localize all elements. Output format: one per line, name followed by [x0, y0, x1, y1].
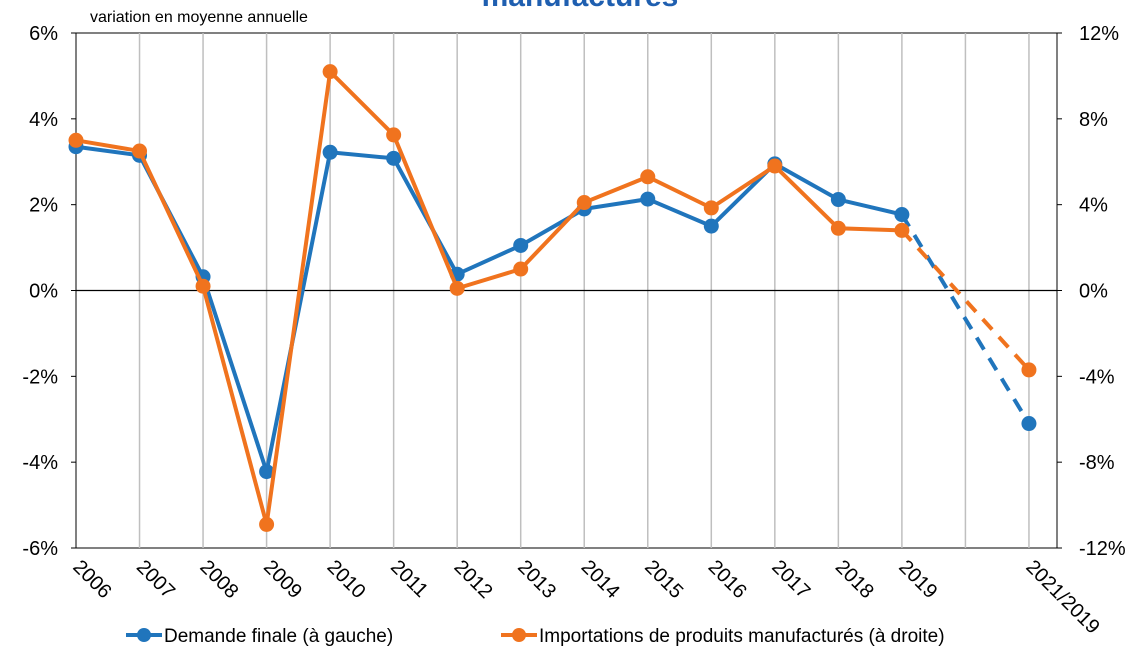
y-tick-label: -6%	[22, 538, 58, 560]
data-point	[195, 278, 211, 294]
data-point	[322, 144, 338, 160]
x-tick-label: 2018	[831, 556, 878, 603]
x-tick-label: 2015	[640, 556, 687, 603]
legend-marker	[512, 628, 526, 642]
data-point	[68, 132, 84, 148]
x-tick-label: 2007	[132, 556, 179, 603]
legend-label: Importations de produits manufacturés (à…	[539, 626, 945, 647]
data-point	[640, 169, 656, 185]
y2-tick-label: 0%	[1079, 281, 1108, 303]
y2-tick-label: -12%	[1079, 538, 1126, 560]
data-point	[894, 222, 910, 238]
data-point	[259, 464, 275, 480]
x-tick-label: 2014	[577, 556, 624, 603]
data-point	[830, 220, 846, 236]
chart-title: manufacturés	[482, 0, 679, 13]
data-point	[513, 237, 529, 253]
data-point	[640, 191, 656, 207]
series-line-dashed	[900, 213, 1031, 425]
y2-tick-label: 4%	[1079, 195, 1108, 217]
y-tick-label: -2%	[22, 366, 58, 388]
y-tick-label: 6%	[29, 23, 58, 45]
data-point	[1021, 416, 1037, 432]
series-line	[75, 67, 902, 525]
y2-tick-label: -4%	[1079, 366, 1115, 388]
data-point	[449, 280, 465, 296]
data-point	[386, 127, 402, 143]
x-tick-label: 2021/2019	[1021, 556, 1103, 638]
data-point	[1021, 362, 1037, 378]
series-line	[75, 144, 903, 480]
data-point	[830, 192, 846, 208]
x-tick-label: 2016	[704, 556, 751, 603]
x-tick-label: 2013	[513, 556, 560, 603]
data-point	[386, 150, 402, 166]
x-tick-label: 2008	[196, 556, 243, 603]
x-tick-label: 2011	[386, 556, 432, 602]
legend-label: Demande finale (à gauche)	[164, 626, 393, 647]
x-tick-label: 2017	[767, 556, 814, 603]
y-tick-label: 4%	[29, 109, 58, 131]
y2-tick-label: 12%	[1079, 23, 1119, 45]
data-point	[576, 195, 592, 211]
x-tick-label: 2006	[68, 556, 115, 603]
data-point	[767, 158, 783, 174]
x-tick-label: 2012	[450, 556, 497, 603]
x-tick-label: 2009	[259, 556, 306, 603]
data-point	[703, 200, 719, 216]
data-point	[894, 207, 910, 223]
y2-tick-label: 8%	[1079, 109, 1108, 131]
data-point	[513, 261, 529, 277]
x-tick-label: 2019	[894, 556, 941, 603]
y-tick-label: -4%	[22, 452, 58, 474]
data-point	[259, 516, 275, 532]
chart-subtitle: variation en moyenne annuelle	[90, 9, 308, 26]
y-tick-label: 2%	[29, 195, 58, 217]
data-point	[703, 218, 719, 234]
series-line-dashed	[900, 229, 1031, 372]
y2-tick-label: -8%	[1079, 452, 1115, 474]
x-tick-label: 2010	[323, 556, 370, 603]
data-point	[132, 143, 148, 159]
data-point	[322, 64, 338, 80]
y-tick-label: 0%	[29, 281, 58, 303]
legend-marker	[137, 628, 151, 642]
